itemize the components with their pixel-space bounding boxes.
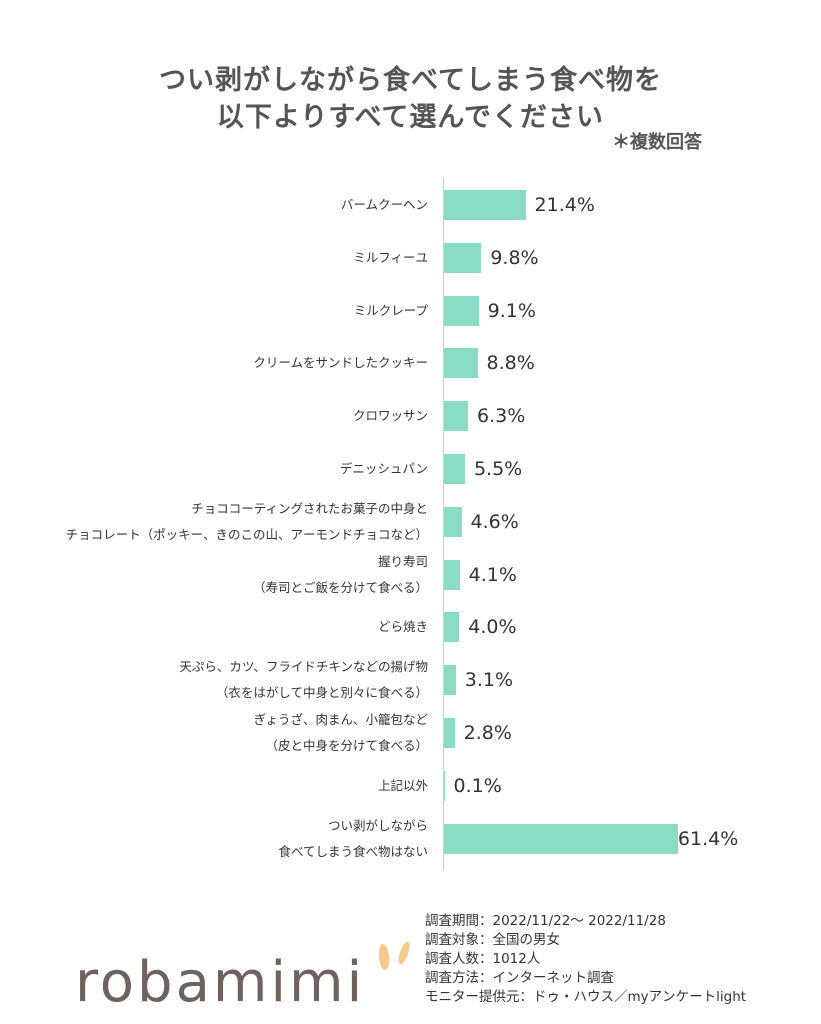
category-label: 上記以外 (377, 777, 428, 793)
data-label: 21.4% (534, 194, 595, 216)
bar (444, 401, 468, 432)
data-label: 0.1% (453, 774, 502, 797)
survey-period: 調査期間：2022/11/22～ 2022/11/28 (425, 913, 666, 929)
survey-target: 調査対象：全国の男女 (425, 932, 560, 948)
chart-title-line-1: つい剥がしながら食べてしまう食べ物を (159, 65, 662, 96)
robamimi-logo: robamimi (75, 950, 366, 1015)
bar (444, 770, 445, 801)
bar (444, 190, 526, 220)
bar (444, 454, 465, 484)
bar (444, 665, 456, 696)
category-label: バームクーヘン (340, 197, 428, 212)
rabbit-ear-icon (378, 941, 410, 970)
bar (444, 242, 482, 273)
category-label: どら焼き (377, 619, 428, 635)
multiple-answer-note: ＊複数回答 (612, 132, 702, 153)
data-label: 3.1% (464, 669, 514, 692)
data-label: 9.1% (487, 299, 536, 322)
bar (444, 559, 460, 590)
survey-info: 調査期間：2022/11/22～ 2022/11/28 調査対象：全国の男女 調… (425, 912, 746, 1007)
survey-provider: モニター提供元：ドゥ・ハウス／myアンケートlight (425, 989, 747, 1005)
bar (444, 295, 479, 326)
survey-method: 調査方法：インターネット調査 (425, 970, 614, 986)
category-axis-line (443, 178, 444, 870)
bar (444, 506, 462, 537)
data-label: 4.0% (468, 616, 517, 639)
survey-count: 調査人数：1012人 (425, 951, 541, 967)
category-label: 天ぷら、カツ、フライドチキンなどの揚げ物 （衣をはがして中身と別々に食べる） (179, 659, 428, 701)
data-label: 6.3% (477, 405, 526, 428)
category-label: チョココーティングされたお菓子の中身と チョコレート（ポッキー、きのこの山、アー… (65, 500, 428, 542)
bar (444, 823, 678, 854)
data-label: 4.6% (470, 510, 519, 533)
data-label: 4.1% (468, 563, 517, 586)
category-label: ミルクレープ (353, 302, 428, 318)
bar (444, 348, 478, 379)
category-label: クロワッサン (352, 408, 428, 424)
chart-title-line-2: 以下よりすべて選んでください (216, 102, 605, 133)
data-label: 2.8% (463, 722, 512, 744)
category-label: クリームをサンドしたクッキー (253, 355, 428, 371)
category-label: ミルフィーユ (353, 249, 428, 265)
category-label: デニッシュパン (339, 461, 428, 476)
data-label: 5.5% (473, 458, 523, 480)
bar (444, 612, 460, 643)
data-label: 9.8% (490, 246, 539, 269)
bar (444, 718, 455, 748)
category-label: ぎょうざ、肉まん、小籠包など （皮と中身を分けて食べる） (253, 712, 428, 753)
category-label: つい剥がしながら 食べてしまう食べ物はない (278, 817, 428, 859)
data-label: 8.8% (486, 352, 535, 375)
category-label: 握り寿司 （寿司とご飯を分けて食べる） (252, 553, 428, 595)
data-label: 61.4% (677, 827, 739, 850)
